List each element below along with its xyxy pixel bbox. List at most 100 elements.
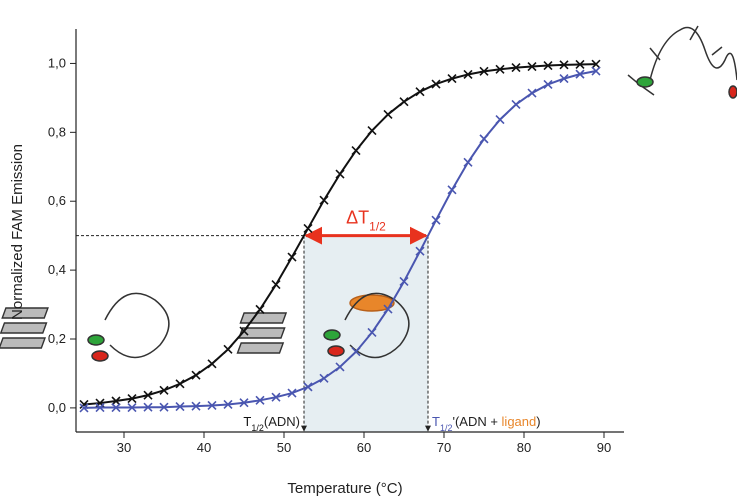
marker-stroke	[319, 373, 329, 383]
data-point	[239, 398, 249, 408]
x-axis-title: Temperature (°C)	[287, 480, 402, 497]
data-point	[159, 402, 169, 412]
marker-stroke	[559, 74, 569, 84]
data-point	[303, 382, 313, 392]
marker-stroke	[495, 64, 505, 74]
y-tick-label: 0,6	[48, 193, 66, 208]
marker-stroke	[591, 59, 601, 69]
marker-stroke	[415, 87, 425, 97]
data-point	[479, 134, 489, 144]
melting-point-label: T1/2'(ADN + ligand)	[432, 414, 541, 433]
data-point	[383, 304, 393, 314]
marker-stroke	[255, 395, 265, 405]
marker-stroke	[143, 402, 153, 412]
marker-stroke	[575, 59, 585, 70]
data-point	[111, 402, 121, 413]
data-point	[127, 402, 137, 413]
data-point	[575, 59, 585, 70]
quadruplex-ligand-illustration	[236, 292, 410, 359]
data-point	[351, 347, 361, 357]
marker-stroke	[591, 66, 601, 76]
data-point	[159, 385, 169, 395]
y-tick-label: 1,0	[48, 55, 66, 70]
marker-stroke	[191, 401, 201, 411]
marker-stroke	[287, 388, 297, 398]
marker-stroke	[367, 126, 377, 136]
marker-stroke	[527, 88, 537, 98]
marker-stroke	[223, 344, 233, 354]
x-tick-label: 80	[517, 440, 531, 455]
marker-stroke	[79, 403, 89, 413]
data-point	[415, 87, 425, 97]
marker-stroke	[351, 146, 361, 156]
data-point	[511, 99, 521, 109]
x-tick-label: 60	[357, 440, 371, 455]
data-point	[319, 373, 329, 383]
x-tick-label: 50	[277, 440, 291, 455]
y-tick-label: 0,2	[48, 331, 66, 346]
marker-stroke	[383, 304, 393, 314]
marker-stroke	[127, 402, 137, 413]
marker-stroke	[239, 326, 249, 336]
data-point	[287, 388, 297, 398]
marker-stroke	[511, 99, 521, 109]
data-point	[367, 327, 377, 338]
data-point	[511, 63, 521, 73]
marker-stroke	[319, 195, 329, 205]
data-point	[527, 61, 537, 72]
marker-stroke	[543, 79, 553, 90]
delta-label: ΔT1/2	[346, 208, 386, 234]
data-point	[495, 115, 505, 125]
data-point	[543, 79, 553, 90]
data-point	[591, 66, 601, 76]
marker-stroke	[127, 394, 137, 404]
marker-stroke	[239, 398, 249, 408]
data-point	[223, 399, 233, 410]
data-point	[111, 396, 121, 406]
marker-stroke	[479, 66, 489, 76]
marker-stroke	[95, 402, 105, 413]
data-point	[559, 74, 569, 84]
data-point	[239, 326, 249, 336]
data-point	[335, 169, 345, 179]
data-point	[335, 362, 345, 372]
data-point	[223, 344, 233, 354]
marker-stroke	[175, 379, 185, 389]
marker-stroke	[463, 157, 473, 167]
marker-stroke	[399, 276, 409, 287]
label-part: 1/2	[440, 423, 453, 433]
marker-stroke	[367, 327, 377, 338]
unfolded-strand-illustration	[627, 25, 737, 99]
data-point	[207, 400, 217, 411]
data-point	[271, 392, 281, 402]
label-part: 1/2	[369, 220, 386, 234]
marker-stroke	[511, 63, 521, 73]
data-point	[287, 252, 297, 262]
marker-stroke	[415, 246, 425, 256]
marker-stroke	[431, 79, 441, 89]
marker-stroke	[431, 215, 441, 225]
y-tick-label: 0,8	[48, 124, 66, 139]
marker-stroke	[207, 359, 217, 369]
data-point	[479, 66, 489, 76]
delta-region	[304, 235, 428, 432]
marker-stroke	[143, 390, 153, 400]
data-point	[255, 395, 265, 405]
marker-stroke	[111, 402, 121, 413]
data-point	[367, 126, 377, 136]
label-part: )	[536, 414, 540, 429]
marker-stroke	[159, 385, 169, 395]
label-part: T	[243, 414, 251, 429]
data-point	[527, 88, 537, 98]
marker-stroke	[495, 115, 505, 125]
marker-stroke	[223, 399, 233, 410]
data-point	[447, 185, 457, 195]
x-tick-label: 40	[197, 440, 211, 455]
data-point	[431, 79, 441, 89]
x-tick-label: 30	[117, 440, 131, 455]
label-part: 1/2	[251, 423, 264, 433]
marker-stroke	[479, 134, 489, 144]
data-point	[95, 402, 105, 413]
label-part: ΔT	[346, 208, 369, 228]
